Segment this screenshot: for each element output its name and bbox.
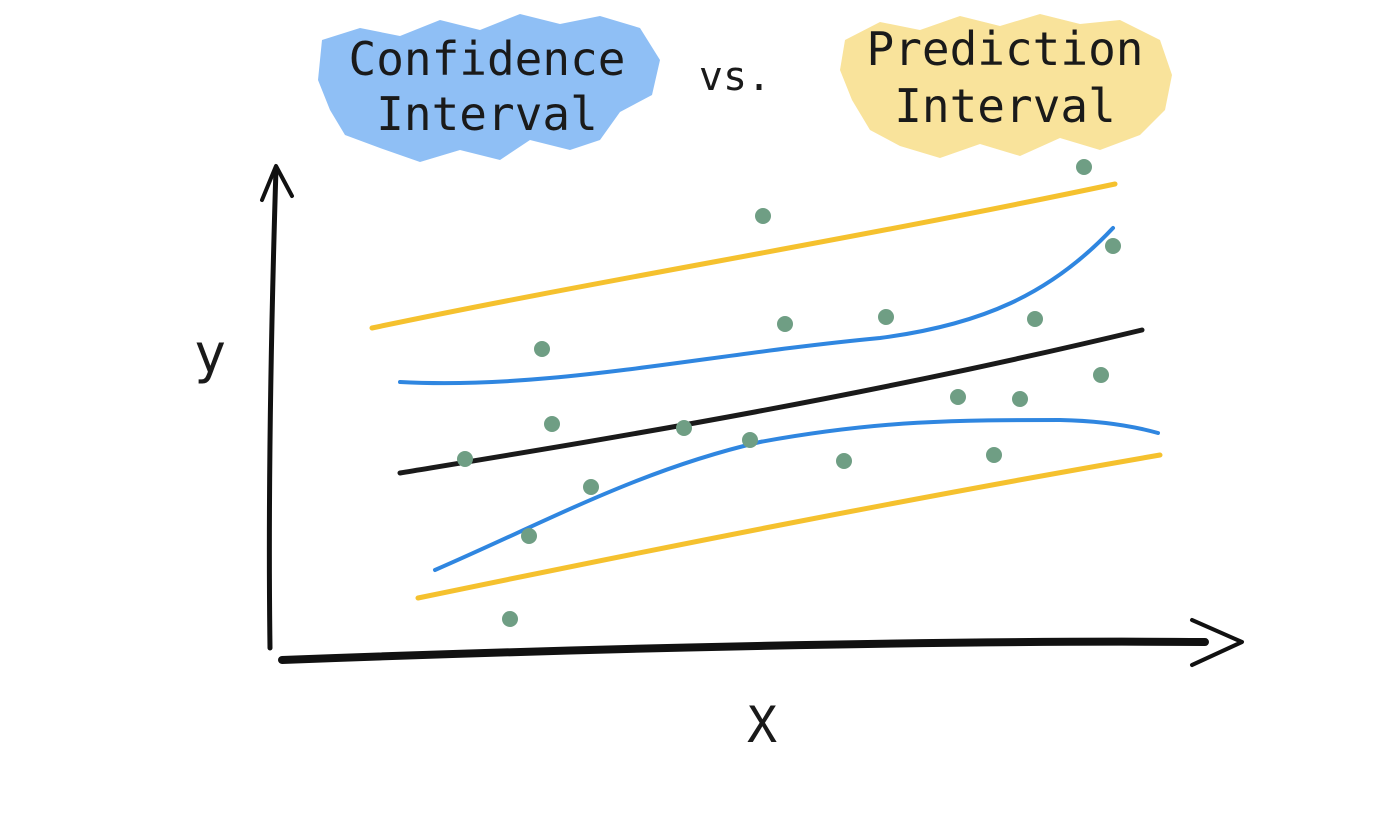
data-point xyxy=(1093,367,1109,383)
data-point xyxy=(1105,238,1121,254)
data-point xyxy=(534,341,550,357)
data-point xyxy=(1027,311,1043,327)
confidence-title-line1: Confidence xyxy=(349,32,626,86)
data-point xyxy=(836,453,852,469)
prediction-interval-lower xyxy=(415,452,1163,601)
y-axis-label: y xyxy=(194,322,227,385)
x-axis-label: X xyxy=(747,696,777,754)
x-axis-arrowhead xyxy=(1190,618,1244,667)
data-point xyxy=(457,451,473,467)
data-point xyxy=(544,416,560,432)
data-point xyxy=(950,389,966,405)
data-point xyxy=(742,432,758,448)
versus-label: vs. xyxy=(699,54,771,100)
data-point xyxy=(878,309,894,325)
data-point xyxy=(583,479,599,495)
confidence-interval-lower xyxy=(433,417,1160,572)
confidence-title-line2: Interval xyxy=(376,87,598,141)
confidence-interval-upper xyxy=(398,226,1115,386)
data-point xyxy=(1076,159,1092,175)
prediction-title-line1: Prediction xyxy=(867,22,1144,76)
y-axis-arrowhead xyxy=(260,164,294,202)
x-axis xyxy=(278,637,1209,664)
prediction-highlight-blob xyxy=(840,14,1172,158)
data-points xyxy=(457,159,1121,627)
regression-line xyxy=(397,327,1145,476)
data-point xyxy=(1012,391,1028,407)
data-point xyxy=(521,528,537,544)
data-point xyxy=(777,316,793,332)
y-axis xyxy=(266,165,279,651)
data-point xyxy=(676,420,692,436)
confidence-highlight-blob xyxy=(318,14,660,162)
data-point xyxy=(986,447,1002,463)
prediction-title-line2: Interval xyxy=(894,79,1116,133)
data-point xyxy=(755,208,771,224)
data-point xyxy=(502,611,518,627)
prediction-interval-upper xyxy=(369,181,1118,331)
